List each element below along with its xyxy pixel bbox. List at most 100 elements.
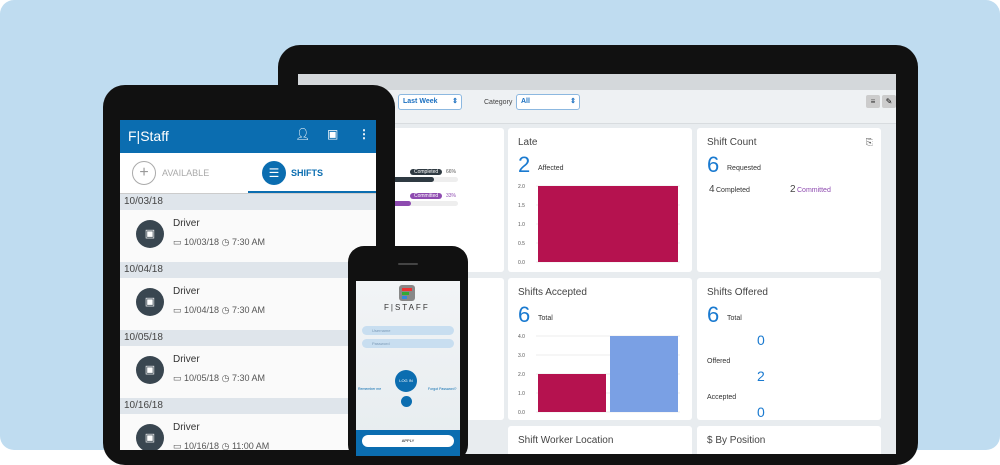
date-header: 10/16/18 [120,398,376,414]
shift-date: 10/16/18 [184,441,220,450]
calendar-icon: ▣ [136,220,164,248]
shift-date: 10/05/18 [184,373,220,383]
completed-badge: Completed [410,169,443,175]
shift-meta: ▭ 10/04/18 ◷ 7:30 AM [173,305,265,316]
card-title: Shift Worker Location [518,435,614,446]
card-title: Shifts Accepted [518,287,587,298]
forgot-password-link[interactable]: Forgot Password? [428,387,457,391]
shift-date: 10/03/18 [184,237,220,247]
clock-icon: ◷ [221,305,232,315]
y-tick-label: 0.0 [518,260,525,266]
card-title: $ By Position [707,435,766,446]
edit-icon[interactable]: ✎ [882,95,896,108]
completed-fill [388,177,435,182]
shift-worker-location-card: Shift Worker Location [508,426,692,454]
app-title: F|Staff [128,128,169,144]
date-header: 10/04/18 [120,262,376,278]
app-logo-icon [399,285,415,301]
offered-total-label: Total [727,315,742,322]
shift-role: Driver [173,354,200,365]
offered-label: Offered [707,358,731,365]
committed-badge: Committed [410,193,443,199]
shift-time: 11:00 AM [231,441,270,450]
card-title: Shifts Offered [707,287,768,298]
date-header: 10/05/18 [120,330,376,346]
list-item[interactable]: ▣ Driver ▭ 10/16/18 ◷ 11:00 AM [120,414,376,450]
offered-value-0: 0 [757,332,765,348]
filter-bar: Last Week Category All ≡ ✎ [298,90,896,124]
period-select[interactable]: Last Week [398,94,462,110]
bar[interactable] [610,336,678,412]
calendar-icon: ▣ [136,424,164,450]
completed-count: 4 [709,184,715,195]
category-select[interactable]: All [516,94,580,110]
shift-meta: ▭ 10/16/18 ◷ 11:00 AM [173,441,269,450]
shift-time: 7:30 AM [231,305,265,315]
date-icon: ▭ [173,441,185,450]
list-item[interactable]: ▣ Driver ▭ 10/03/18 ◷ 7:30 AM [120,210,376,262]
more-icon[interactable]: ⋮ [358,127,370,141]
shift-date: 10/04/18 [184,305,220,315]
shift-meta: ▭ 10/03/18 ◷ 7:30 AM [173,237,265,248]
y-tick-label: 2.0 [518,184,525,190]
calendar-icon: ▣ [136,356,164,384]
calendar-icon: ▣ [136,288,164,316]
date-icon: ▭ [173,373,185,383]
card-title: Late [518,137,538,148]
card-title: Shift Count [707,137,757,148]
shifts-accepted-card: Shifts Accepted 6 Total 0.0 1.0 2.0 3.0 4.0 [508,278,692,420]
clock-icon: ◷ [221,373,232,383]
menu-icon[interactable]: ≡ [866,95,880,108]
committed-count: 2 [790,184,796,195]
committed-percent: 33% [446,193,457,199]
category-label: Category [484,99,513,106]
fingerprint-icon[interactable] [401,396,412,407]
clock-icon: ◷ [221,441,232,450]
clock-icon: ◷ [221,237,232,247]
username-input[interactable]: Username [362,326,454,335]
y-tick-label: 2.0 [518,372,525,378]
list-item[interactable]: ▣ Driver ▭ 10/05/18 ◷ 7:30 AM [120,346,376,398]
shift-meta: ▭ 10/05/18 ◷ 7:30 AM [173,373,265,384]
profile-icon[interactable]: 👤︎ [295,127,311,141]
committed-fill [388,201,412,206]
calendar-icon[interactable]: ▣ [327,127,339,141]
offered-total: 6 [707,302,720,327]
remember-me[interactable]: Remember me [358,387,382,391]
shift-time: 7:30 AM [231,373,265,383]
late-card: Late 2 Affected 0.0 0.5 1.0 1.5 2.0 [508,128,692,272]
tab-available[interactable]: AVAILABLE [162,168,210,178]
list-item[interactable]: ▣ Driver ▭ 10/04/18 ◷ 7:30 AM [120,278,376,330]
y-tick-label: 4.0 [518,334,525,340]
speaker [398,263,418,265]
export-icon[interactable]: ⎘ [865,137,873,147]
y-tick-label: 3.0 [518,353,525,359]
y-tick-label: 1.0 [518,391,525,397]
login-button[interactable]: LOG IN [395,370,417,392]
bar[interactable] [538,374,606,412]
accepted-total-label: Total [538,315,553,322]
plus-icon: + [132,161,156,185]
completed-label: Completed [716,187,750,194]
committed-track [388,201,458,206]
date-icon: ▭ [173,305,185,315]
password-input[interactable]: Password [362,339,454,348]
late-count: 2 [518,152,531,177]
active-tab-indicator [248,191,376,193]
date-header: 10/03/18 [120,194,376,210]
offered-value-2: 0 [757,404,765,420]
tab-shifts[interactable]: SHIFTS [291,168,324,178]
accepted-chart: 0.0 1.0 2.0 3.0 4.0 [518,334,680,416]
requested-label: Requested [727,165,761,172]
y-tick-label: 0.0 [518,410,525,416]
bar[interactable] [538,186,678,262]
shift-role: Driver [173,422,200,433]
logo-text: F|STAFF [384,303,430,312]
footer-bar: APPLY [356,430,460,456]
shift-count-card: Shift Count ⎘ 6 Requested 4 Completed 2 … [697,128,881,272]
browser-bar [298,74,896,90]
requested-count: 6 [707,152,720,177]
y-tick-label: 1.0 [518,222,525,228]
by-position-card: $ By Position [697,426,881,454]
apply-button[interactable]: APPLY [362,435,454,447]
